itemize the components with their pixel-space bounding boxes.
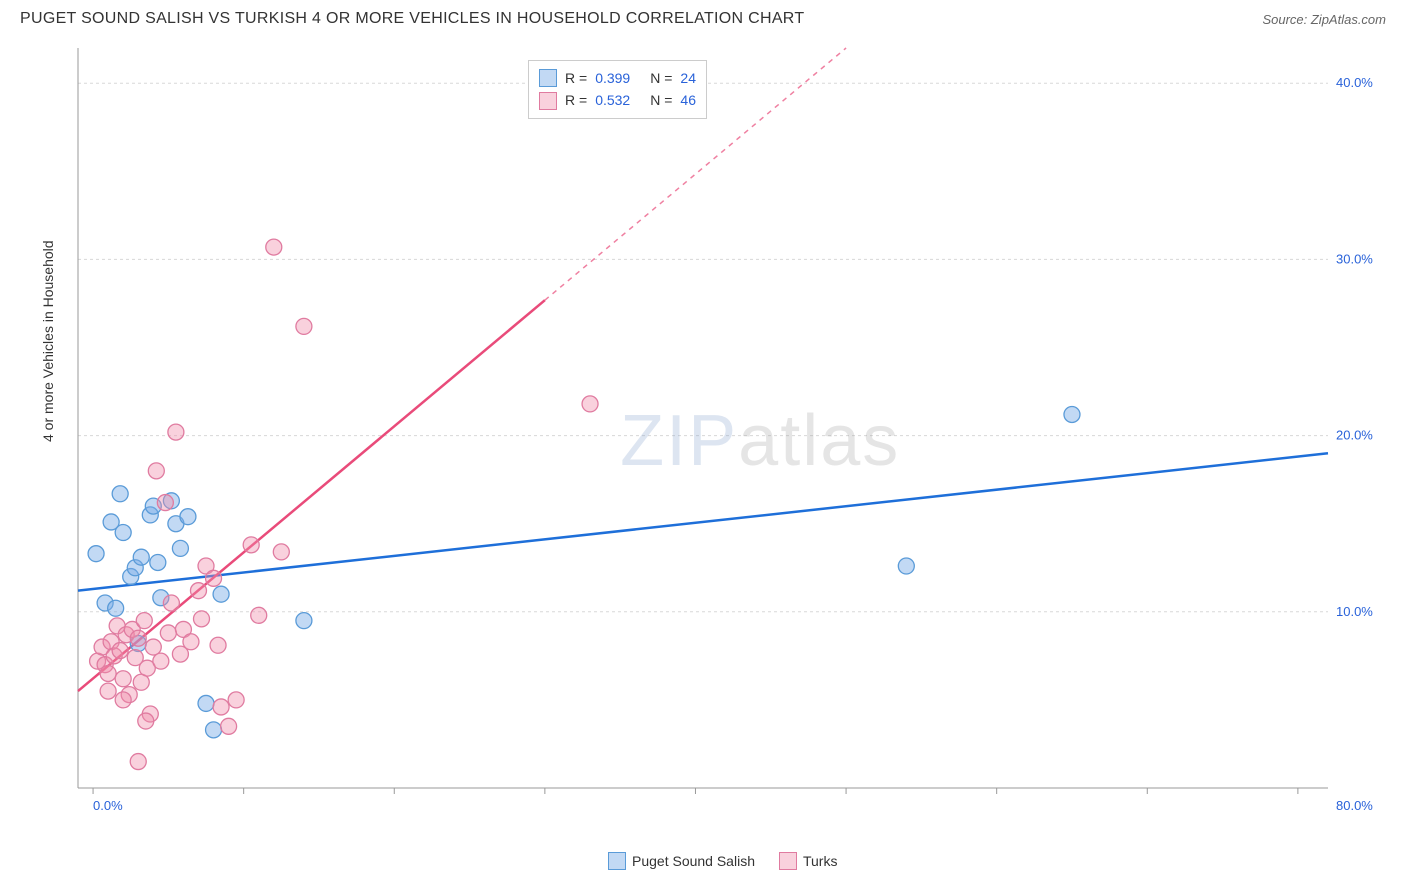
series-legend: Puget Sound Salish Turks — [608, 852, 837, 870]
legend-swatch — [539, 69, 557, 87]
svg-text:40.0%: 40.0% — [1336, 75, 1373, 90]
legend-swatch — [779, 852, 797, 870]
scatter-plot: 10.0% 20.0% 30.0% 40.0% 0.0% 80.0% — [68, 38, 1388, 818]
svg-text:80.0%: 80.0% — [1336, 798, 1373, 813]
legend-row: R = 0.532N = 46 — [539, 89, 696, 111]
legend-item: Turks — [779, 852, 837, 870]
legend-row: R = 0.399N = 24 — [539, 67, 696, 89]
correlation-legend: R = 0.399N = 24R = 0.532N = 46 — [528, 60, 707, 119]
y-axis-title: 4 or more Vehicles in Household — [40, 240, 56, 442]
chart-container: 4 or more Vehicles in Household 10.0%20.… — [48, 38, 1388, 846]
legend-swatch — [608, 852, 626, 870]
svg-text:0.0%: 0.0% — [93, 798, 123, 813]
svg-text:10.0%: 10.0% — [1336, 604, 1373, 619]
svg-text:30.0%: 30.0% — [1336, 251, 1373, 266]
svg-text:20.0%: 20.0% — [1336, 428, 1373, 443]
legend-swatch — [539, 92, 557, 110]
legend-item: Puget Sound Salish — [608, 852, 755, 870]
source-attribution: Source: ZipAtlas.com — [1262, 12, 1386, 27]
chart-title: PUGET SOUND SALISH VS TURKISH 4 OR MORE … — [20, 10, 804, 28]
